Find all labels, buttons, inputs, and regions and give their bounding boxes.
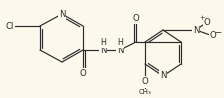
Text: O: O xyxy=(210,30,217,39)
Text: H: H xyxy=(117,38,123,46)
Text: N: N xyxy=(117,45,123,54)
Text: CH₃: CH₃ xyxy=(139,89,151,95)
Text: N: N xyxy=(193,25,199,34)
Text: +: + xyxy=(199,15,205,21)
Text: N: N xyxy=(160,72,166,80)
Text: N: N xyxy=(59,10,65,19)
Text: −: − xyxy=(214,28,222,36)
Text: O: O xyxy=(142,78,148,87)
Text: H: H xyxy=(100,38,106,46)
Text: O: O xyxy=(204,18,210,26)
Text: N: N xyxy=(100,45,106,54)
Text: Cl: Cl xyxy=(6,21,14,30)
Text: O: O xyxy=(133,14,139,23)
Text: O: O xyxy=(80,69,86,78)
